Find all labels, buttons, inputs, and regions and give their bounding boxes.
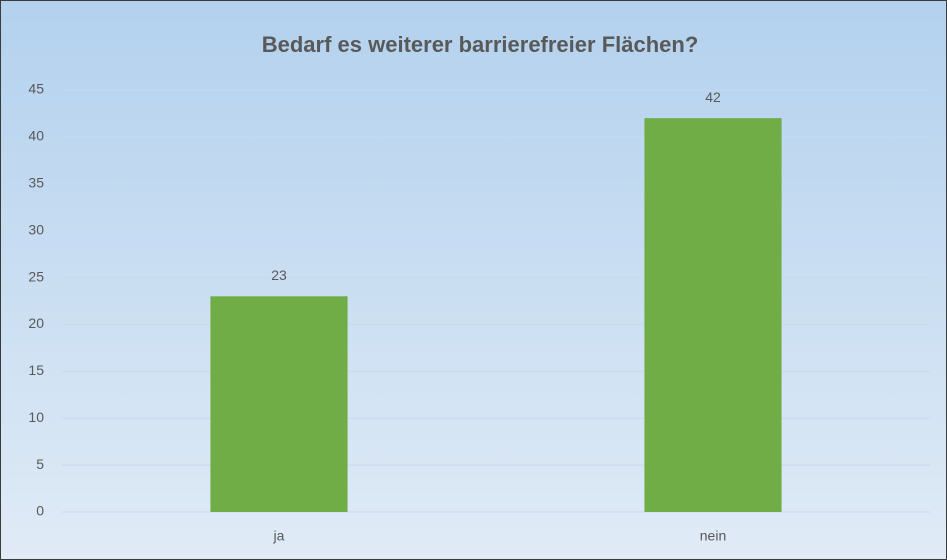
x-tick-label: ja <box>273 528 285 544</box>
chart-title: Bedarf es weiterer barrierefreier Fläche… <box>262 32 699 57</box>
bar <box>210 296 348 512</box>
y-tick-label: 35 <box>28 174 44 190</box>
y-tick-label: 45 <box>28 81 44 97</box>
y-tick-label: 0 <box>36 503 44 519</box>
data-label: 23 <box>271 267 287 283</box>
y-tick-label: 30 <box>28 221 44 237</box>
bar <box>644 118 782 512</box>
x-tick-label: nein <box>700 528 726 544</box>
y-tick-label: 20 <box>28 315 44 331</box>
y-tick-label: 40 <box>28 128 44 144</box>
y-tick-label: 5 <box>36 456 44 472</box>
y-tick-label: 10 <box>28 409 44 425</box>
y-tick-label: 15 <box>28 362 44 378</box>
data-label: 42 <box>705 89 721 105</box>
y-tick-label: 25 <box>28 268 44 284</box>
